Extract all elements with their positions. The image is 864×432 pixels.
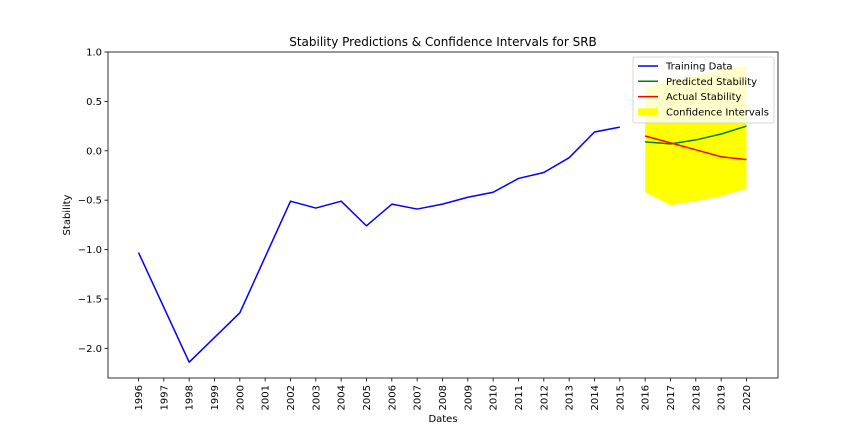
training-data-line [137,126,620,363]
y-tick-label: −1.0 [78,245,102,256]
x-tick-label: 2017 [666,385,677,410]
plot-frame [107,51,779,379]
x-tick-label: 2020 [742,385,753,410]
x-tick-label: 2010 [489,385,500,410]
y-tick-label: 1.0 [86,48,102,59]
legend: Training Data Predicted Stability Actual S… [632,56,775,124]
x-tick-label: 1999 [210,385,221,410]
x-tick-label: 2016 [641,385,652,410]
x-tick-label: 2014 [590,385,601,410]
x-tick-label: 2002 [286,385,297,410]
x-tick-label: 2006 [387,385,398,410]
x-axis-title: Dates [428,414,457,425]
legend-actual-stability-label: Actual Stability [666,92,742,103]
x-tick-label: 2013 [565,385,576,410]
predicted-stability-line [645,125,747,145]
y-tick-label: −1.5 [78,294,102,305]
x-tick-label: 2011 [514,385,525,410]
y-tick-label: −0.5 [78,196,102,207]
x-tick-label: 1996 [134,385,145,410]
y-axis-title: Stability [62,194,73,235]
x-tick-label: 2008 [438,385,449,410]
x-tick-label: 2007 [413,385,424,410]
x-tick-label: 2009 [463,385,474,410]
x-tick-label: 2012 [539,385,550,410]
x-tick-label: 2001 [261,385,272,410]
y-tick-label: 0.5 [86,97,102,108]
chart-title: Stability Predictions & Confidence Inter… [289,35,597,49]
x-tick-label: 2015 [615,385,626,410]
axis-layer: 1.0 0.5 0.0 −0.5 −1.0 −1.5 −2.0 1996 1997 1998 199… [78,48,779,410]
x-tick-label: 2003 [311,385,322,410]
x-tick-label: 2004 [337,385,348,410]
y-tick-label: 0.0 [86,146,102,157]
x-tick-label: 1998 [185,385,196,410]
y-tick-label: −2.0 [78,344,102,355]
legend-box [632,56,775,124]
legend-training-data-label: Training Data [665,62,733,73]
legend-confidence-intervals-swatch [638,108,658,116]
legend-predicted-stability-label: Predicted Stability [666,77,757,88]
legend-confidence-intervals-label: Confidence Intervals [666,107,769,118]
x-tick-label: 2000 [235,385,246,410]
actual-stability-line [644,135,747,161]
x-tick-label: 2019 [717,385,728,410]
x-tick-label: 1997 [159,385,170,410]
x-tick-label: 2018 [691,385,702,410]
x-tick-label: 2005 [362,385,373,410]
series-layer [137,125,747,363]
